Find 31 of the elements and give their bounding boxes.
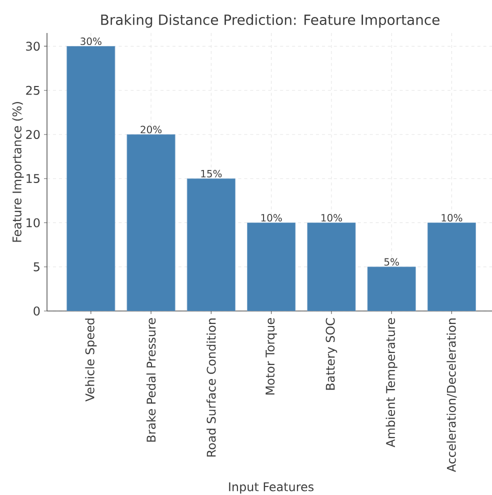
y-tick-label: 20 xyxy=(26,130,40,140)
y-tick-label: 30 xyxy=(26,42,40,51)
y-tick-label: 5 xyxy=(34,262,40,272)
data-label: 30% xyxy=(80,37,102,46)
x-tick-label: Battery SOC xyxy=(326,318,338,390)
x-tick-label: Acceleration/Deceleration xyxy=(446,318,457,472)
bar xyxy=(247,222,296,311)
x-tick-label: Road Surface Condition xyxy=(206,318,216,457)
x-tick-label: Ambient Temperature xyxy=(386,318,398,448)
bar xyxy=(186,178,236,311)
bar xyxy=(427,222,476,311)
x-tick-label: Brake Pedal Pressure xyxy=(146,318,156,442)
data-label: 10% xyxy=(261,214,282,222)
y-tick-label: 25 xyxy=(26,86,40,95)
chart-title: Braking Distance Prediction: Feature Importance xyxy=(101,14,440,28)
x-tick-label: Vehicle Speed xyxy=(85,318,97,402)
y-axis-title: Feature Importance (%) xyxy=(12,102,24,242)
data-label: 10% xyxy=(442,214,462,222)
y-tick-label: 10 xyxy=(26,218,40,228)
data-label: 15% xyxy=(201,170,222,178)
data-label: 10% xyxy=(321,214,342,222)
bar xyxy=(66,46,116,311)
bar xyxy=(307,222,356,311)
x-axis-title: Input Features xyxy=(229,482,314,494)
data-label: 5% xyxy=(384,258,399,266)
y-tick-label: 15 xyxy=(26,174,40,184)
bar xyxy=(126,134,176,311)
y-tick-label: 0 xyxy=(34,306,40,316)
data-label: 20% xyxy=(140,126,162,134)
x-tick-label: Motor Torque xyxy=(266,318,277,395)
bar xyxy=(367,266,416,311)
